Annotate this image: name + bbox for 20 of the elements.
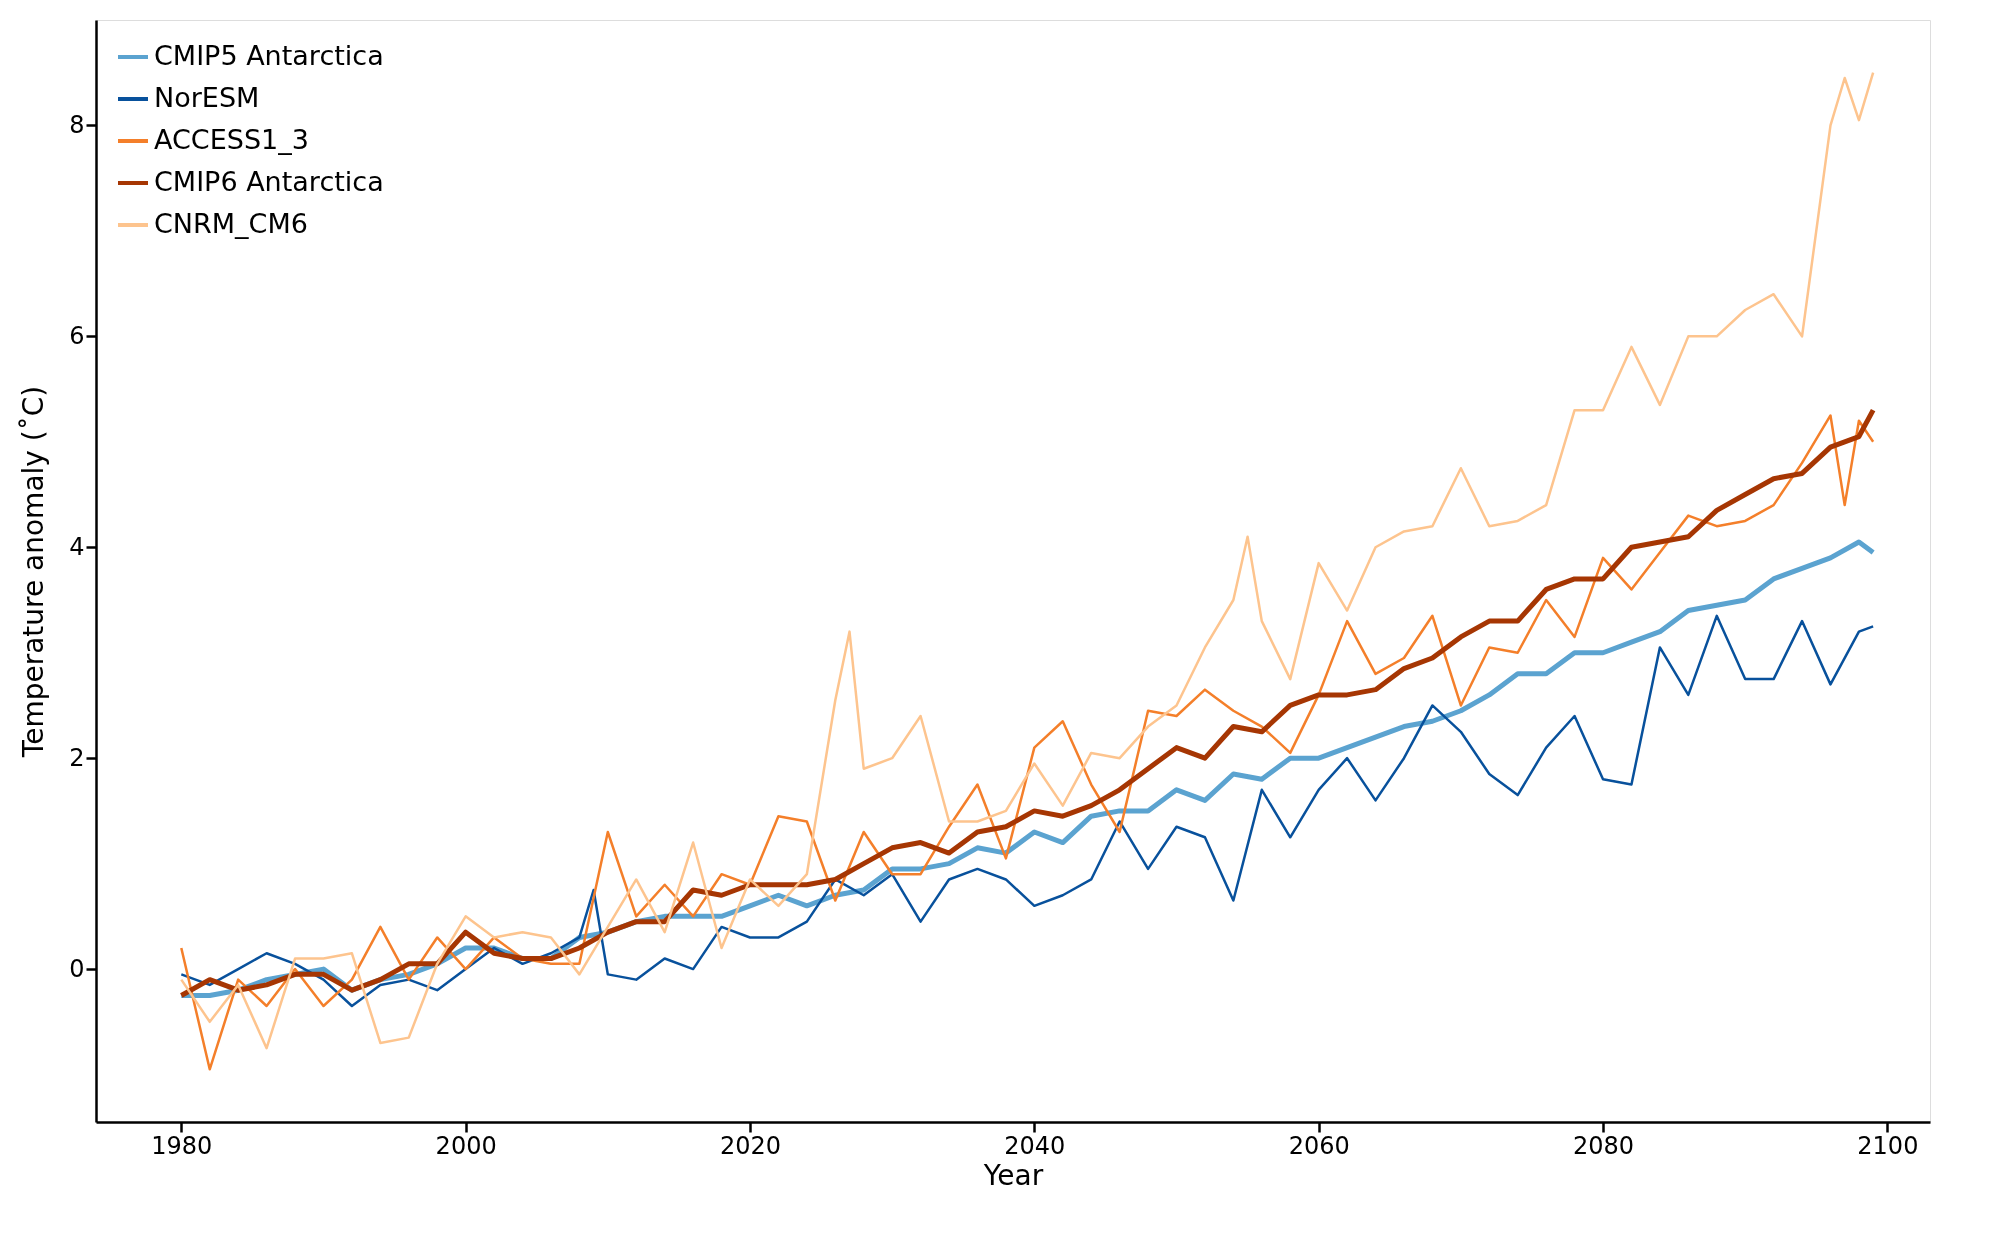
x-tick-label: 2080 (1572, 1131, 1635, 1160)
y-tick-label: 2 (69, 743, 85, 772)
y-axis-title: Temperature anomaly (˚C) (17, 385, 51, 759)
y-tick-label: 0 (69, 954, 85, 983)
line-series (180, 614, 1875, 1008)
legend-label: ACCESS1_3 (154, 124, 309, 155)
y-tick-label: 6 (69, 321, 85, 350)
legend-label: NorESM (154, 82, 260, 113)
legend-label: CMIP6 Antarctica (154, 166, 384, 197)
x-axis-title: Year (982, 1158, 1044, 1192)
legend-label: CMIP5 Antarctica (154, 40, 384, 71)
x-tick-label: 2040 (1004, 1131, 1066, 1160)
x-tick-label: 2100 (1857, 1131, 1919, 1160)
legend-label: CNRM_CM6 (154, 208, 308, 239)
x-tick-label: 2060 (1288, 1131, 1350, 1160)
y-tick-label: 8 (69, 110, 85, 139)
x-tick-label: 2000 (435, 1131, 497, 1160)
x-tick-label: 1980 (151, 1131, 213, 1160)
y-tick-label: 4 (69, 532, 85, 561)
x-tick-label: 2020 (719, 1131, 782, 1160)
